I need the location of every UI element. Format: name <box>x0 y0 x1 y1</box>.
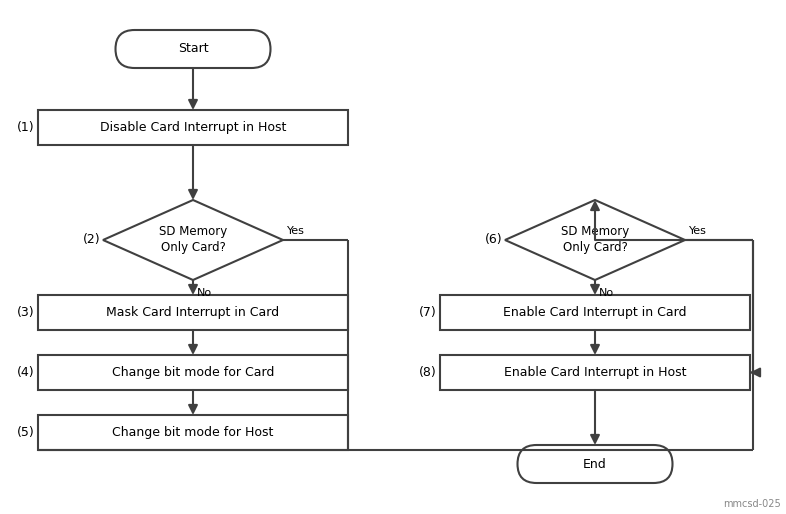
FancyBboxPatch shape <box>517 445 673 483</box>
Text: (3): (3) <box>17 306 35 319</box>
Text: SD Memory
Only Card?: SD Memory Only Card? <box>561 226 629 254</box>
Text: (7): (7) <box>419 306 437 319</box>
Text: (2): (2) <box>83 233 100 247</box>
Text: Mask Card Interrupt in Card: Mask Card Interrupt in Card <box>106 306 280 319</box>
Text: mmcsd-025: mmcsd-025 <box>723 499 781 509</box>
Text: (4): (4) <box>17 366 35 379</box>
Text: No: No <box>599 288 614 298</box>
Bar <box>440 355 750 390</box>
Bar <box>38 415 348 450</box>
Text: Yes: Yes <box>287 226 305 236</box>
Polygon shape <box>505 200 685 280</box>
Text: Start: Start <box>178 43 208 56</box>
Text: No: No <box>197 288 212 298</box>
Bar <box>38 355 348 390</box>
Text: Enable Card Interrupt in Host: Enable Card Interrupt in Host <box>504 366 686 379</box>
Text: Enable Card Interrupt in Card: Enable Card Interrupt in Card <box>503 306 687 319</box>
Text: SD Memory
Only Card?: SD Memory Only Card? <box>159 226 227 254</box>
Bar <box>38 295 348 330</box>
Polygon shape <box>103 200 283 280</box>
Bar <box>440 295 750 330</box>
Text: Change bit mode for Host: Change bit mode for Host <box>112 426 274 439</box>
Text: (5): (5) <box>17 426 35 439</box>
Text: Disable Card Interrupt in Host: Disable Card Interrupt in Host <box>100 121 286 134</box>
Text: (1): (1) <box>17 121 35 134</box>
Text: End: End <box>583 457 607 470</box>
Text: (8): (8) <box>419 366 437 379</box>
Bar <box>38 110 348 145</box>
Text: Yes: Yes <box>689 226 707 236</box>
FancyBboxPatch shape <box>116 30 270 68</box>
Text: (6): (6) <box>484 233 502 247</box>
Text: Change bit mode for Card: Change bit mode for Card <box>112 366 274 379</box>
